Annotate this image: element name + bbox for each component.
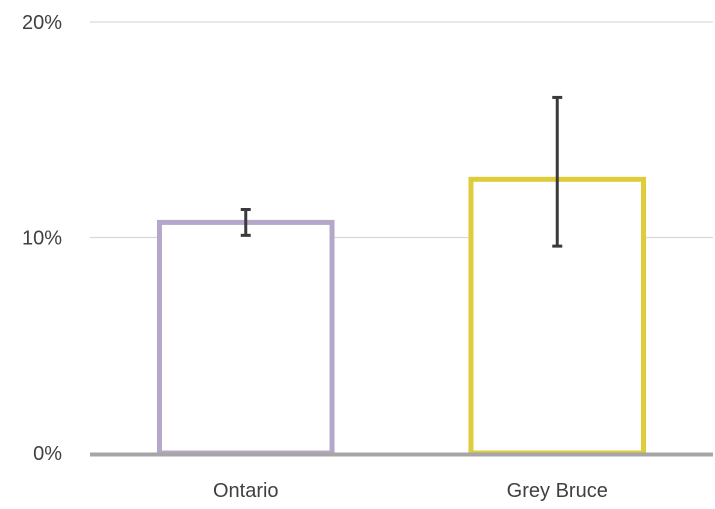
bar (156, 219, 335, 456)
error-bar (240, 207, 251, 237)
y-tick-labels: 0% 10% 20% (22, 12, 62, 465)
x-tick-labels: Ontario Grey Bruce (213, 480, 608, 502)
y-tick-label: 0% (33, 443, 62, 465)
error-bar (552, 95, 563, 248)
x-tick-label: Grey Bruce (507, 480, 608, 502)
y-tick-label: 20% (22, 12, 62, 34)
x-tick-label: Ontario (213, 480, 279, 502)
error-bars (240, 95, 563, 248)
y-tick-label: 10% (22, 228, 62, 250)
bars (156, 176, 647, 456)
